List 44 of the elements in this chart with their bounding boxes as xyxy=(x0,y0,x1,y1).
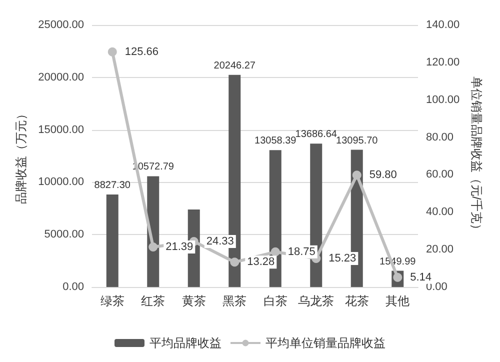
data-label: 18.75 xyxy=(288,246,316,258)
y2-tick-label: 140.00 xyxy=(426,19,460,31)
data-label: 13.28 xyxy=(247,256,275,268)
data-label: 13686.64 xyxy=(295,129,338,140)
x-tick-label: 绿茶 xyxy=(100,294,124,308)
y-axis-title: 品牌收益（万元） xyxy=(14,108,28,204)
x-tick-label: 红茶 xyxy=(141,294,166,308)
data-label: 13058.39 xyxy=(254,136,297,147)
y-tick-label: 5000.00 xyxy=(44,228,84,241)
data-label: 125.66 xyxy=(124,46,159,58)
point xyxy=(148,242,158,252)
y2-axis-title: 单位销量品牌收益（元/千克） xyxy=(470,76,484,236)
y2-tick-label: 40.00 xyxy=(426,206,454,218)
data-label: 24.33 xyxy=(206,235,234,248)
y-tick-label: 25000.00 xyxy=(38,19,84,31)
y2-tick-label: 120.00 xyxy=(426,56,460,68)
data-label: 59.80 xyxy=(369,169,397,182)
data-label: 5.14 xyxy=(410,271,432,284)
point xyxy=(230,258,240,267)
data-label: 21.39 xyxy=(166,240,194,253)
y2-tick-label: 60.00 xyxy=(426,168,454,181)
data-label: 8827.30 xyxy=(94,180,131,191)
y-tick-label: 20000.00 xyxy=(38,71,84,84)
y-tick-label: 0.00 xyxy=(62,281,84,293)
x-tick-label: 花茶 xyxy=(344,294,369,308)
x-tick-label: 黑茶 xyxy=(222,294,247,308)
x-tick-label: 其他 xyxy=(386,294,410,308)
x-tick-label: 黄茶 xyxy=(182,294,206,308)
y2-tick-label: 100.00 xyxy=(426,94,460,106)
y-tick-label: 15000.00 xyxy=(38,124,84,136)
point xyxy=(270,247,280,256)
data-label: 13095.70 xyxy=(336,135,378,146)
legend-label: 平均品牌收益 xyxy=(150,336,222,350)
y2-tick-label: 80.00 xyxy=(426,131,454,144)
point xyxy=(108,47,117,56)
legend-label: 平均单位销量品牌收益 xyxy=(266,336,386,350)
x-tick-label: 乌龙茶 xyxy=(298,294,334,308)
bar xyxy=(106,194,118,287)
y2-tick-label: 20.00 xyxy=(426,244,454,256)
point xyxy=(352,170,362,180)
x-tick-label: 白茶 xyxy=(263,294,288,308)
y-tick-label: 10000.00 xyxy=(38,176,84,188)
data-label: 20246.27 xyxy=(214,60,256,72)
data-label: 15.23 xyxy=(328,252,356,264)
